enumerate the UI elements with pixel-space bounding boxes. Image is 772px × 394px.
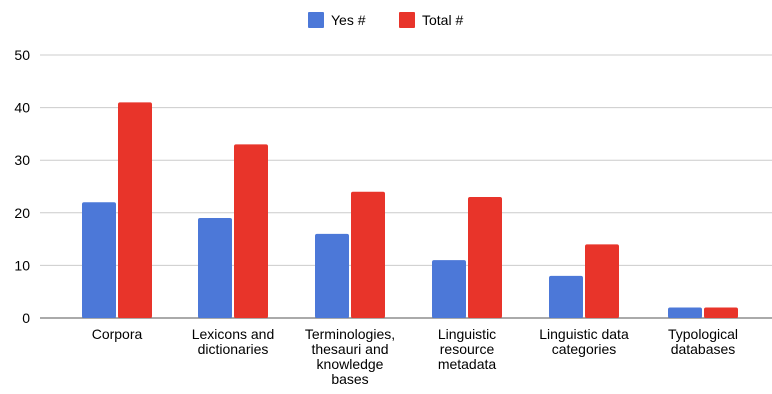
- bar-total: [468, 197, 502, 318]
- bar-total: [704, 307, 738, 318]
- y-tick-label: 30: [14, 152, 30, 168]
- x-tick-label-line: Lexicons and: [192, 326, 275, 342]
- legend-label: Yes #: [331, 12, 366, 28]
- bar-yes: [432, 260, 466, 318]
- legend-swatch: [308, 12, 324, 28]
- bar-total: [585, 244, 619, 318]
- y-tick-label: 10: [14, 257, 30, 273]
- x-tick-label: Typological databases: [668, 326, 738, 357]
- legend-label: Total #: [422, 12, 463, 28]
- x-tick-label-line: knowledge: [317, 356, 384, 372]
- y-tick-label: 40: [14, 100, 30, 116]
- bar-yes: [668, 307, 702, 318]
- bar-total: [351, 191, 385, 318]
- bar-yes: [198, 218, 232, 318]
- x-tick-label: Linguistic resource metadata: [438, 326, 497, 372]
- y-tick-label: 20: [14, 205, 30, 221]
- x-tick-label: Terminologies, thesauri and knowledge bases: [305, 326, 395, 387]
- x-tick-label: Corpora: [92, 326, 143, 342]
- x-tick-label-line: bases: [331, 371, 368, 387]
- x-tick-label-line: Terminologies,: [305, 326, 395, 342]
- x-tick-label-line: Typological: [668, 326, 738, 342]
- x-tick-label-line: metadata: [438, 356, 497, 372]
- x-tick-label-line: databases: [671, 341, 736, 357]
- x-tick-label-line: categories: [552, 341, 617, 357]
- x-tick-label: Linguistic data categories: [539, 326, 629, 357]
- legend-swatch: [399, 12, 415, 28]
- x-tick-label-line: dictionaries: [198, 341, 269, 357]
- x-tick-label-line: Linguistic data: [539, 326, 629, 342]
- x-tick-label-line: thesauri and: [311, 341, 388, 357]
- bar-total: [118, 102, 152, 318]
- x-tick-label: Lexicons and dictionaries: [192, 326, 275, 357]
- bar-yes: [315, 233, 349, 318]
- x-tick-label-line: resource: [440, 341, 495, 357]
- bar-total: [234, 144, 268, 318]
- x-tick-label-line: Corpora: [92, 326, 143, 342]
- bar-yes: [82, 202, 116, 318]
- y-tick-label: 50: [14, 47, 30, 63]
- x-tick-label-line: Linguistic: [438, 326, 496, 342]
- y-tick-label: 0: [22, 310, 30, 326]
- bar-yes: [549, 275, 583, 318]
